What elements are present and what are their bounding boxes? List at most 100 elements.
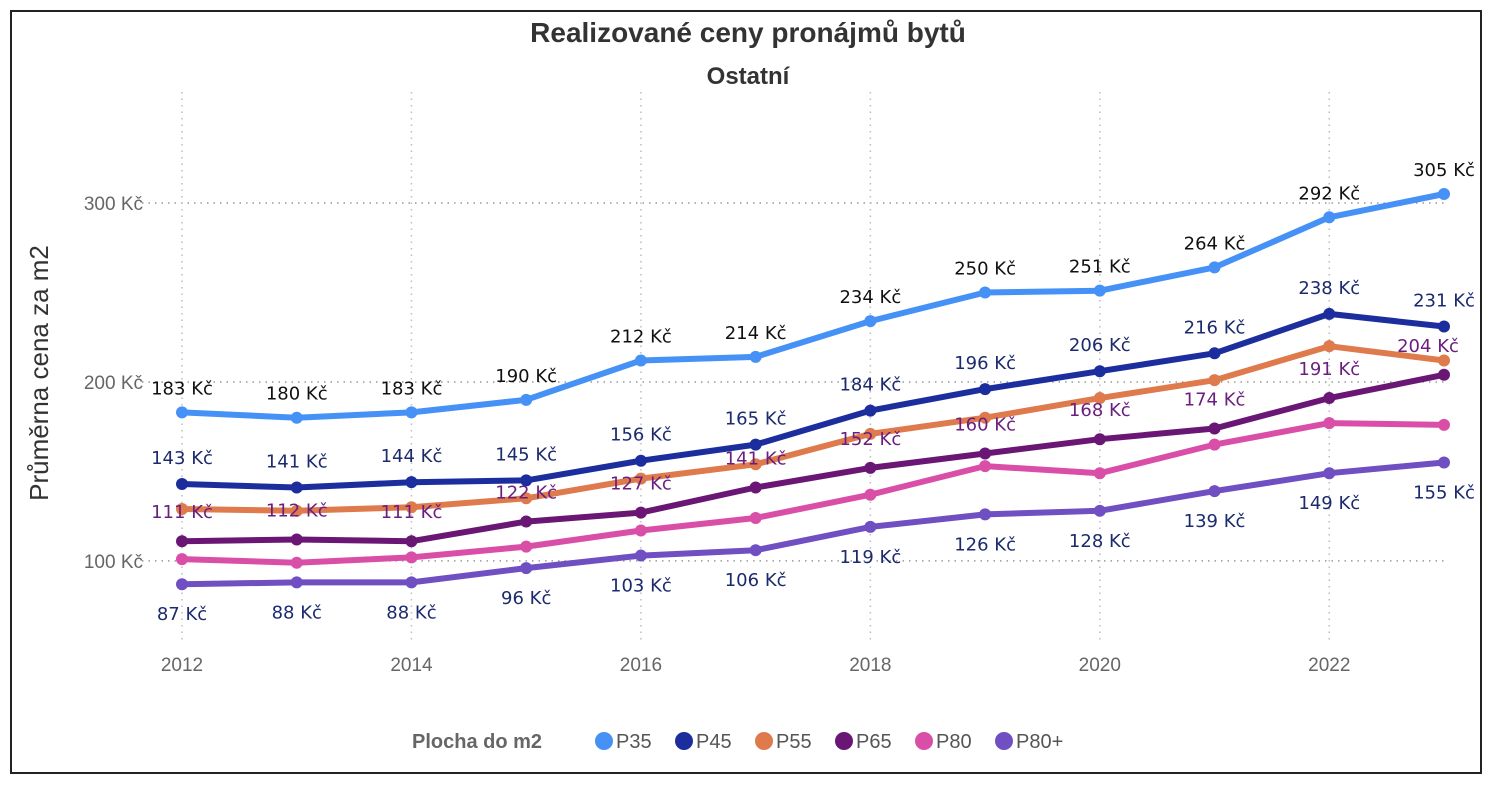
legend-item-label: P45 — [696, 731, 732, 753]
data-point — [176, 477, 188, 490]
data-label: 111 Kč — [151, 502, 213, 523]
data-point — [979, 383, 992, 396]
legend: Plocha do m2 P35 P45 P55 P65 P80 P80+ — [412, 731, 1063, 753]
data-label: 174 Kč — [1184, 389, 1246, 410]
legend-item-label: P80 — [936, 731, 972, 753]
data-point — [405, 406, 418, 419]
data-label: 143 Kč — [151, 448, 213, 469]
data-point — [405, 476, 418, 489]
data-point — [1323, 211, 1336, 224]
data-label: 106 Kč — [725, 570, 787, 591]
data-point — [1323, 417, 1336, 430]
data-label: 128 Kč — [1069, 531, 1131, 552]
legend-item-label: P35 — [616, 731, 652, 753]
series-line-p45 — [179, 310, 1447, 491]
data-label: 183 Kč — [151, 378, 213, 399]
data-point — [520, 562, 533, 575]
legend-item-label: P55 — [776, 731, 812, 753]
data-point — [749, 458, 762, 471]
data-point — [1438, 354, 1450, 367]
data-label: 180 Kč — [266, 384, 328, 405]
series-line-p80 — [179, 420, 1447, 566]
data-point — [979, 286, 992, 299]
x-tick-label: 2022 — [1308, 655, 1350, 676]
legend-item-label: P65 — [856, 731, 892, 753]
data-label: 216 Kč — [1184, 317, 1246, 338]
data-point — [405, 535, 418, 548]
x-tick-label: 2016 — [620, 655, 662, 676]
legend-marker — [995, 732, 1013, 750]
data-point — [176, 535, 188, 548]
data-point — [864, 520, 877, 533]
data-label: 127 Kč — [610, 474, 672, 495]
legend-marker — [755, 732, 773, 750]
data-point — [864, 315, 877, 328]
data-label: 141 Kč — [266, 452, 328, 473]
data-point — [520, 492, 533, 505]
y-tick-label: 100 Kč — [84, 552, 143, 573]
data-point — [176, 553, 188, 566]
data-label: 112 Kč — [266, 500, 328, 521]
y-tick-label: 300 Kč — [84, 194, 143, 215]
data-point — [1093, 365, 1106, 378]
data-point — [634, 454, 647, 467]
data-point — [1438, 368, 1450, 381]
x-axis-ticks: 2012 2014 2016 2018 2020 2022 — [161, 655, 1351, 676]
legend-marker — [675, 732, 693, 750]
legend-title: Plocha do m2 — [412, 731, 542, 753]
data-point — [979, 508, 992, 521]
data-point — [405, 551, 418, 564]
data-point — [1208, 485, 1221, 498]
data-label: 250 Kč — [954, 258, 1016, 279]
data-label: 214 Kč — [725, 323, 787, 344]
data-point — [176, 406, 188, 419]
data-point — [1323, 467, 1336, 480]
data-label: 126 Kč — [954, 534, 1016, 555]
data-point — [749, 481, 762, 494]
data-point — [864, 488, 877, 501]
chart-title: Realizované ceny pronájmů bytů — [530, 17, 966, 48]
data-label: 155 Kč — [1413, 482, 1475, 503]
line-chart: Realizované ceny pronájmů bytů Ostatní P… — [24, 17, 1475, 753]
data-point — [520, 540, 533, 553]
data-label: 204 Kč — [1397, 336, 1459, 357]
data-label: 196 Kč — [954, 353, 1016, 374]
data-point — [1438, 188, 1450, 201]
data-label: 96 Kč — [501, 588, 551, 609]
data-label: 251 Kč — [1069, 257, 1131, 278]
data-point — [1438, 320, 1450, 333]
data-point — [979, 447, 992, 460]
data-label: 152 Kč — [839, 429, 901, 450]
data-labels: 183 Kč 180 Kč 183 Kč 190 Kč 212 Kč 214 Kč 234 … — [151, 160, 1475, 625]
data-point — [749, 438, 762, 451]
data-point — [1093, 284, 1106, 297]
data-point — [290, 481, 303, 494]
data-label: 292 Kč — [1298, 183, 1360, 204]
data-label: 238 Kč — [1298, 278, 1360, 299]
data-point — [176, 578, 188, 591]
data-point — [1208, 347, 1221, 360]
data-label: 206 Kč — [1069, 335, 1131, 356]
data-label: 145 Kč — [495, 444, 557, 465]
data-point — [634, 506, 647, 519]
data-point — [634, 524, 647, 537]
x-tick-label: 2012 — [161, 655, 203, 676]
data-point — [290, 556, 303, 569]
data-label: 190 Kč — [495, 366, 557, 387]
data-point — [290, 411, 303, 424]
data-point — [634, 549, 647, 562]
data-label: 212 Kč — [610, 326, 672, 347]
data-label: 122 Kč — [495, 483, 557, 504]
data-label: 119 Kč — [839, 547, 901, 568]
data-point — [979, 460, 992, 473]
data-label: 103 Kč — [610, 576, 672, 597]
data-label: 149 Kč — [1298, 493, 1360, 514]
data-point — [1208, 438, 1221, 451]
data-point — [520, 515, 533, 528]
data-label: 184 Kč — [839, 375, 901, 396]
data-label: 183 Kč — [381, 378, 443, 399]
data-label: 139 Kč — [1184, 511, 1246, 532]
data-point — [176, 503, 188, 516]
data-label: 144 Kč — [381, 446, 443, 467]
data-point — [634, 472, 647, 485]
